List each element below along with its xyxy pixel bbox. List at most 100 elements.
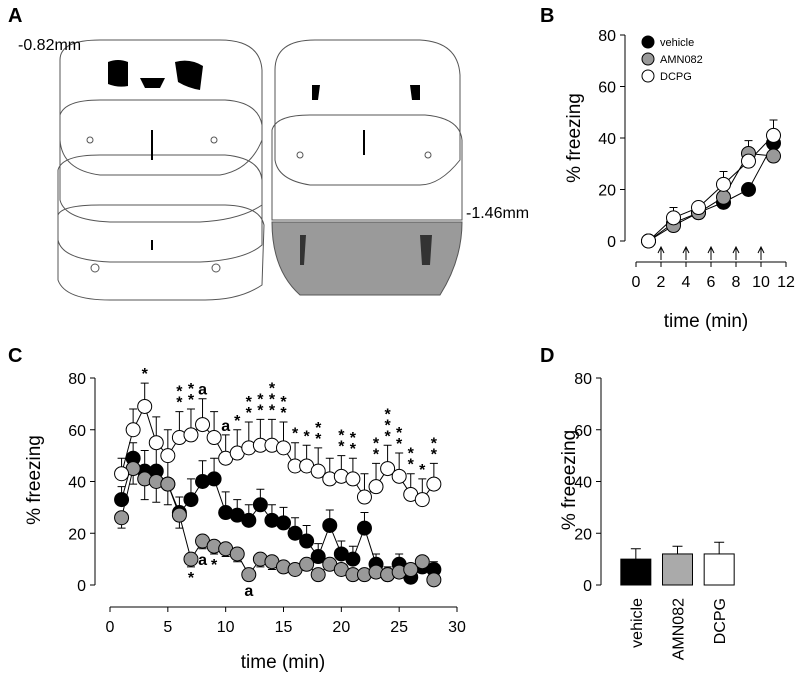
data-point <box>380 461 396 477</box>
annotation-char: a <box>244 583 253 600</box>
data-point <box>426 476 442 492</box>
annotation: ** <box>257 391 264 419</box>
annotation-char: * <box>315 431 322 448</box>
annotation-char: a <box>198 552 207 569</box>
data-point <box>252 497 268 513</box>
annotation: ** <box>431 435 438 463</box>
data-point <box>114 510 130 526</box>
annotation: ** <box>408 446 415 474</box>
data-point <box>414 554 430 570</box>
annotation-char: * <box>188 570 195 587</box>
category-label: vehicle <box>629 598 646 648</box>
annotation-char: * <box>338 428 345 445</box>
annotation-char: * <box>292 426 299 443</box>
annotation: *** <box>269 380 276 419</box>
data-point <box>345 471 361 487</box>
data-point <box>426 572 442 588</box>
annotation-char: a <box>198 382 207 399</box>
data-point <box>206 430 222 446</box>
data-point <box>414 492 430 508</box>
legend-label: AMN082 <box>660 54 703 66</box>
y-axis-label: % freeezing <box>559 430 580 530</box>
y-tick-label: 20 <box>598 183 616 200</box>
y-axis-label: % freezing <box>564 93 585 183</box>
data-point <box>171 507 187 523</box>
annotation-char: * <box>384 428 391 445</box>
annotation: ** <box>350 430 357 458</box>
annotation: ** <box>280 394 287 422</box>
brain-sections <box>57 39 463 301</box>
data-point <box>641 233 656 249</box>
data-point <box>276 515 291 531</box>
bar <box>703 553 735 586</box>
data-point <box>125 422 141 438</box>
shock-arrow <box>682 245 690 260</box>
annotation-char: * <box>373 446 380 463</box>
annotation: a <box>244 583 253 600</box>
annotation-char: a <box>221 418 230 435</box>
y-tick-label: 60 <box>574 423 592 440</box>
annotation: ** <box>246 394 253 422</box>
annotation-char: * <box>280 405 287 422</box>
annotation: a <box>198 382 207 399</box>
y-tick-label: 40 <box>598 131 616 148</box>
category-label: DCPG <box>712 598 729 644</box>
data-point <box>356 520 372 536</box>
x-tick-label: 0 <box>632 274 641 291</box>
data-point <box>741 153 756 169</box>
data-point <box>310 463 326 479</box>
bar <box>620 558 652 586</box>
data-point <box>716 176 731 192</box>
annotation-char: * <box>338 439 345 456</box>
annotation-char: * <box>373 435 380 452</box>
legend-marker <box>641 35 655 49</box>
x-tick-label: 6 <box>707 274 716 291</box>
annotation-char: * <box>257 402 264 419</box>
x-tick-label: 2 <box>657 274 666 291</box>
x-tick-label: 25 <box>390 619 408 636</box>
annotation: * <box>419 462 426 479</box>
annotation-char: * <box>188 392 195 409</box>
x-tick-label: 10 <box>752 274 770 291</box>
y-tick-label: 20 <box>574 526 592 543</box>
data-point <box>741 182 756 197</box>
annotation-char: * <box>176 384 183 401</box>
data-point <box>322 517 338 533</box>
annotation: *** <box>384 406 391 445</box>
bar <box>662 553 693 586</box>
annotation-char: * <box>384 417 391 434</box>
y-tick-label: 0 <box>607 234 616 251</box>
annotation-char: * <box>246 405 253 422</box>
annotation-char: * <box>350 430 357 447</box>
annotation-char: * <box>142 366 149 383</box>
annotation: ** <box>373 435 380 463</box>
annotation: ** <box>188 381 195 409</box>
level-label: -0.82mm <box>18 37 81 54</box>
x-tick-label: 10 <box>217 619 235 636</box>
annotation-char: * <box>188 381 195 398</box>
legend-label: vehicle <box>660 37 694 49</box>
data-point <box>229 546 245 562</box>
annotation: * <box>292 426 299 443</box>
data-point <box>299 533 315 549</box>
annotation-char: * <box>304 428 311 445</box>
data-point <box>160 476 176 492</box>
y-tick-label: 60 <box>68 423 86 440</box>
data-point <box>691 200 706 216</box>
data-point <box>160 448 176 464</box>
panel-label: B <box>540 5 554 27</box>
x-tick-label: 15 <box>275 619 293 636</box>
y-tick-label: 80 <box>574 371 592 388</box>
data-point <box>403 561 419 577</box>
data-point <box>114 492 130 508</box>
data-point <box>299 556 315 572</box>
data-point <box>148 435 164 451</box>
data-point <box>310 567 326 583</box>
data-point <box>114 466 130 482</box>
annotation: * <box>304 428 311 445</box>
annotation-char: * <box>431 435 438 452</box>
annotation-char: * <box>269 402 276 419</box>
x-tick-label: 5 <box>163 619 172 636</box>
annotation-char: * <box>280 394 287 411</box>
annotation-char: * <box>211 557 218 574</box>
